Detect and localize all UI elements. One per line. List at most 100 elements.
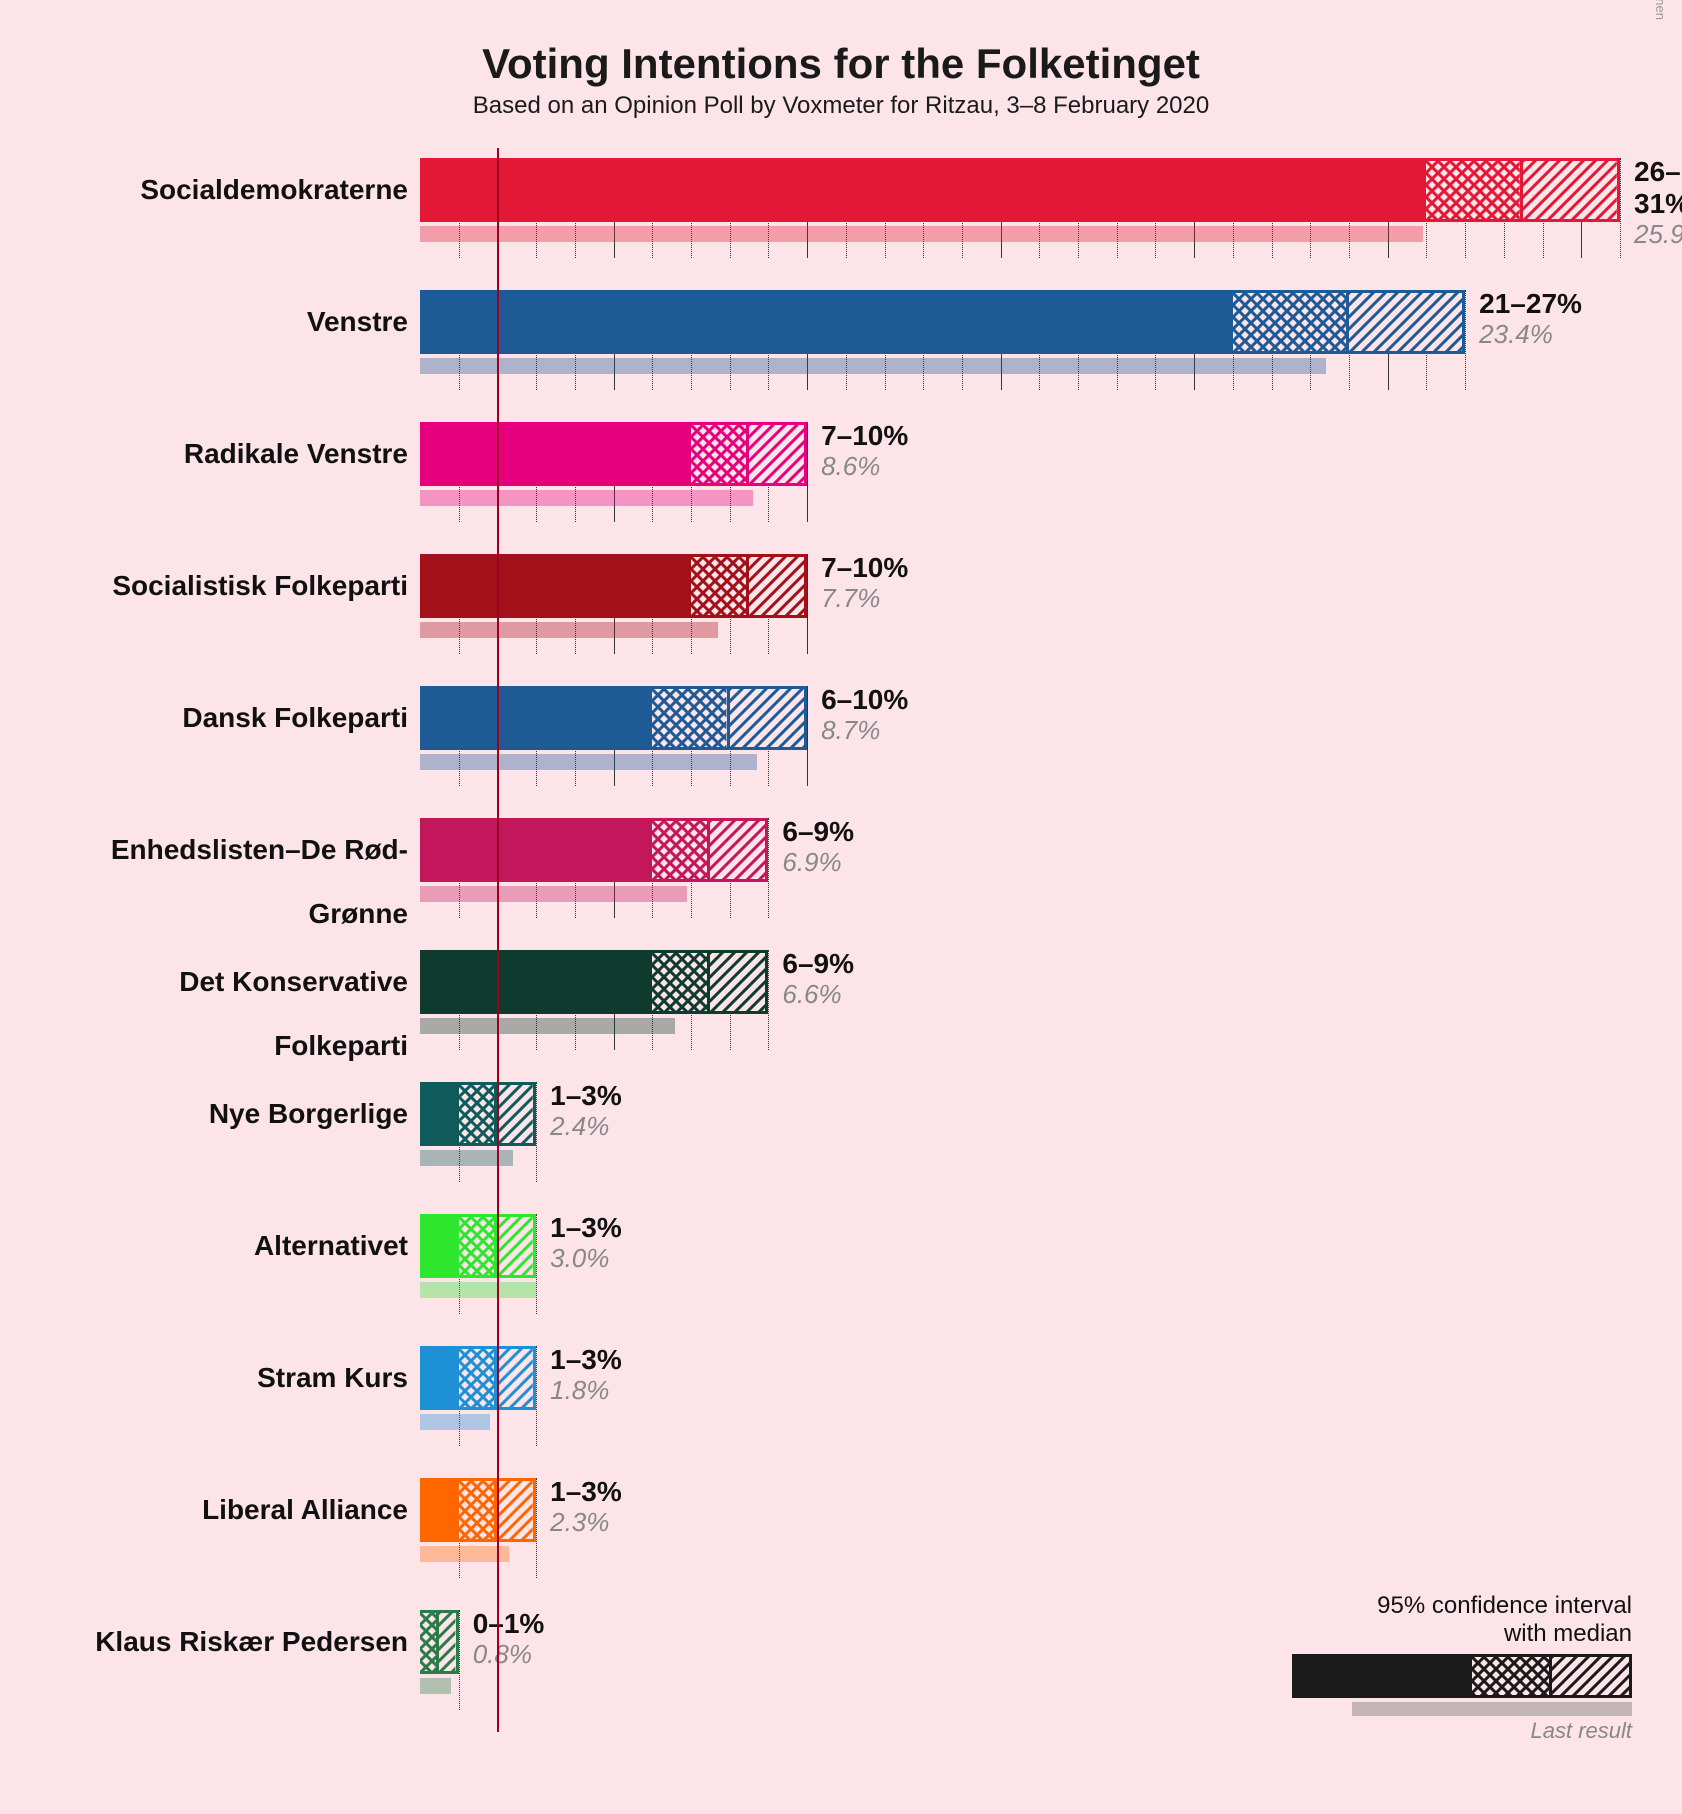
party-label: Socialistisk Folkeparti	[48, 554, 408, 618]
range-label: 1–3%	[550, 1476, 622, 1508]
grid-tick	[807, 686, 808, 786]
party-label: Dansk Folkeparti	[48, 686, 408, 750]
party-label: Nye Borgerlige	[48, 1082, 408, 1146]
ci-low-bar	[420, 1214, 459, 1278]
party-row: Stram Kurs1–3%1.8%	[420, 1336, 1620, 1468]
value-labels: 1–3%3.0%	[550, 1212, 622, 1273]
ci-mid-bar	[459, 1082, 498, 1146]
last-label: 6.6%	[782, 980, 854, 1009]
ci-low-bar	[420, 290, 1233, 354]
last-result-bar	[420, 754, 757, 770]
ci-high-bar	[1349, 290, 1465, 354]
grid-tick	[1620, 158, 1621, 258]
ci-low-bar	[420, 818, 652, 882]
legend-diagonal	[1552, 1654, 1632, 1698]
ci-low-bar	[420, 950, 652, 1014]
chart-subtitle: Based on an Opinion Poll by Voxmeter for…	[40, 92, 1642, 120]
ci-high-bar	[497, 1346, 536, 1410]
party-row: Det Konservative Folkeparti6–9%6.6%	[420, 940, 1620, 1072]
legend: 95% confidence interval with median Last…	[1272, 1592, 1632, 1744]
range-label: 6–9%	[782, 948, 854, 980]
last-label: 23.4%	[1479, 320, 1582, 349]
ci-high-bar	[749, 422, 807, 486]
last-label: 2.4%	[550, 1112, 622, 1141]
legend-last-label: Last result	[1272, 1718, 1632, 1744]
grid-tick	[768, 818, 769, 918]
range-label: 1–3%	[550, 1212, 622, 1244]
ci-mid-bar	[459, 1214, 498, 1278]
grid-tick	[536, 1214, 537, 1314]
party-label: Enhedslisten–De Rød-Grønne	[48, 818, 408, 946]
ci-high-bar	[439, 1610, 458, 1674]
ci-mid-bar	[652, 686, 729, 750]
range-label: 7–10%	[821, 552, 908, 584]
range-label: 26–31%	[1634, 156, 1682, 220]
party-row: Enhedslisten–De Rød-Grønne6–9%6.9%	[420, 808, 1620, 940]
value-labels: 21–27%23.4%	[1479, 288, 1582, 349]
legend-crosshatch	[1472, 1654, 1552, 1698]
range-label: 1–3%	[550, 1344, 622, 1376]
ci-mid-bar	[420, 1610, 439, 1674]
ci-high-bar	[710, 818, 768, 882]
value-labels: 1–3%2.3%	[550, 1476, 622, 1537]
ci-high-bar	[749, 554, 807, 618]
threshold-line	[497, 148, 499, 1732]
range-label: 1–3%	[550, 1080, 622, 1112]
last-result-bar	[420, 1678, 451, 1694]
ci-low-bar	[420, 158, 1426, 222]
ci-low-bar	[420, 1478, 459, 1542]
last-label: 25.9%	[1634, 220, 1682, 249]
party-row: Venstre21–27%23.4%	[420, 280, 1620, 412]
grid-tick	[536, 1346, 537, 1446]
last-result-bar	[420, 1546, 509, 1562]
ci-high-bar	[497, 1214, 536, 1278]
grid-tick	[768, 950, 769, 1050]
ci-low-bar	[420, 1082, 459, 1146]
last-result-bar	[420, 358, 1326, 374]
ci-mid-bar	[652, 818, 710, 882]
value-labels: 0–1%0.8%	[473, 1608, 545, 1669]
last-result-bar	[420, 490, 753, 506]
range-label: 0–1%	[473, 1608, 545, 1640]
last-result-bar	[420, 1414, 490, 1430]
last-result-bar	[420, 1282, 536, 1298]
party-label: Klaus Riskær Pedersen	[48, 1610, 408, 1674]
party-label: Socialdemokraterne	[48, 158, 408, 222]
ci-low-bar	[420, 686, 652, 750]
last-label: 2.3%	[550, 1508, 622, 1537]
ci-high-bar	[710, 950, 768, 1014]
ci-high-bar	[730, 686, 807, 750]
chart-title: Voting Intentions for the Folketinget	[40, 40, 1642, 88]
range-label: 6–9%	[782, 816, 854, 848]
party-label: Alternativet	[48, 1214, 408, 1278]
ci-high-bar	[497, 1478, 536, 1542]
last-label: 3.0%	[550, 1244, 622, 1273]
party-row: Socialdemokraterne26–31%25.9%	[420, 148, 1620, 280]
chart-area: Socialdemokraterne26–31%25.9%Venstre21–2…	[420, 148, 1620, 1732]
ci-low-bar	[420, 1346, 459, 1410]
range-label: 21–27%	[1479, 288, 1582, 320]
legend-ci-label-2: with median	[1272, 1620, 1632, 1648]
party-row: Alternativet1–3%3.0%	[420, 1204, 1620, 1336]
grid-tick	[536, 1082, 537, 1182]
grid-tick	[536, 1478, 537, 1578]
party-label: Venstre	[48, 290, 408, 354]
grid-tick	[459, 1610, 460, 1710]
last-result-bar	[420, 886, 687, 902]
ci-mid-bar	[691, 554, 749, 618]
value-labels: 1–3%2.4%	[550, 1080, 622, 1141]
legend-ci-label-1: 95% confidence interval	[1272, 1592, 1632, 1620]
ci-mid-bar	[1233, 290, 1349, 354]
ci-low-bar	[420, 422, 691, 486]
ci-mid-bar	[652, 950, 710, 1014]
legend-solid	[1292, 1654, 1472, 1698]
ci-high-bar	[1523, 158, 1620, 222]
ci-mid-bar	[1426, 158, 1523, 222]
legend-shadow-bar	[1352, 1702, 1632, 1716]
last-label: 0.8%	[473, 1640, 545, 1669]
range-label: 7–10%	[821, 420, 908, 452]
ci-mid-bar	[691, 422, 749, 486]
grid-tick	[1465, 290, 1466, 390]
party-label: Liberal Alliance	[48, 1478, 408, 1542]
ci-high-bar	[497, 1082, 536, 1146]
